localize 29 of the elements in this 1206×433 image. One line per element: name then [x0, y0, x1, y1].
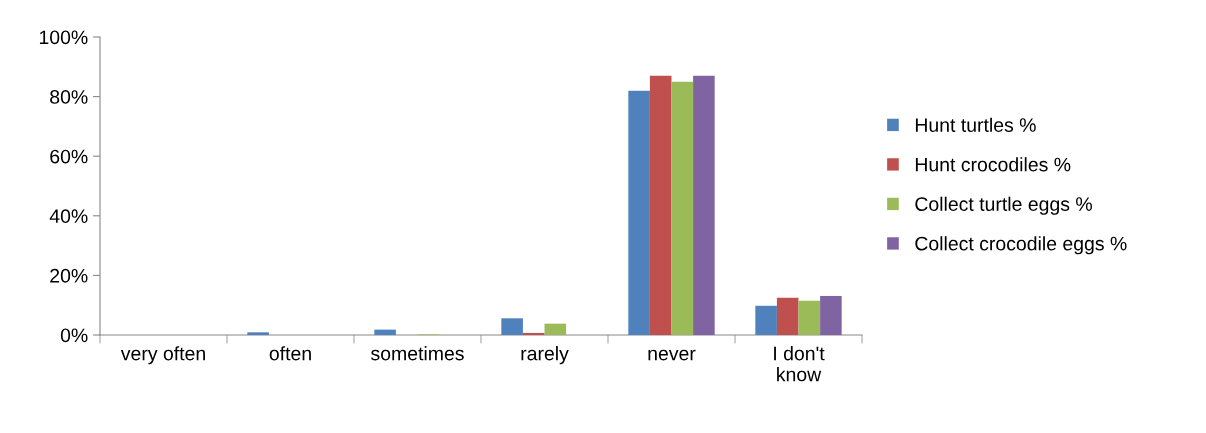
y-tick-label: 40% — [49, 209, 88, 224]
legend-label: Hunt turtles % — [915, 117, 1036, 132]
x-tick-label: I don't know — [774, 346, 825, 382]
y-tick-label: 0% — [60, 328, 88, 343]
bar — [755, 305, 777, 335]
x-tick-label: sometimes — [371, 346, 464, 361]
y-tick-label: 80% — [50, 90, 88, 104]
bar — [628, 90, 650, 335]
bar — [649, 75, 672, 335]
y-tick-label: 100% — [39, 30, 88, 45]
bar — [374, 329, 396, 335]
x-tick-label: very often — [120, 346, 205, 365]
bar — [693, 75, 715, 335]
bar — [671, 81, 694, 335]
bar — [247, 332, 269, 335]
bar — [501, 318, 523, 335]
x-tick-label: never — [648, 349, 696, 361]
legend-label: Collect turtle eggs % — [915, 196, 1092, 215]
x-tick-label: often — [269, 346, 311, 361]
y-tick-label: 20% — [50, 268, 88, 283]
bar — [798, 300, 821, 335]
bar — [776, 297, 799, 335]
bar — [522, 332, 545, 335]
bar — [820, 295, 842, 335]
x-tick-label: rarely — [521, 346, 569, 365]
legend-label: Hunt crocodiles % — [915, 157, 1071, 172]
y-tick-label: 60% — [50, 149, 88, 164]
bar — [544, 323, 567, 335]
legend-label: Collect crocodile eggs % — [915, 236, 1127, 255]
